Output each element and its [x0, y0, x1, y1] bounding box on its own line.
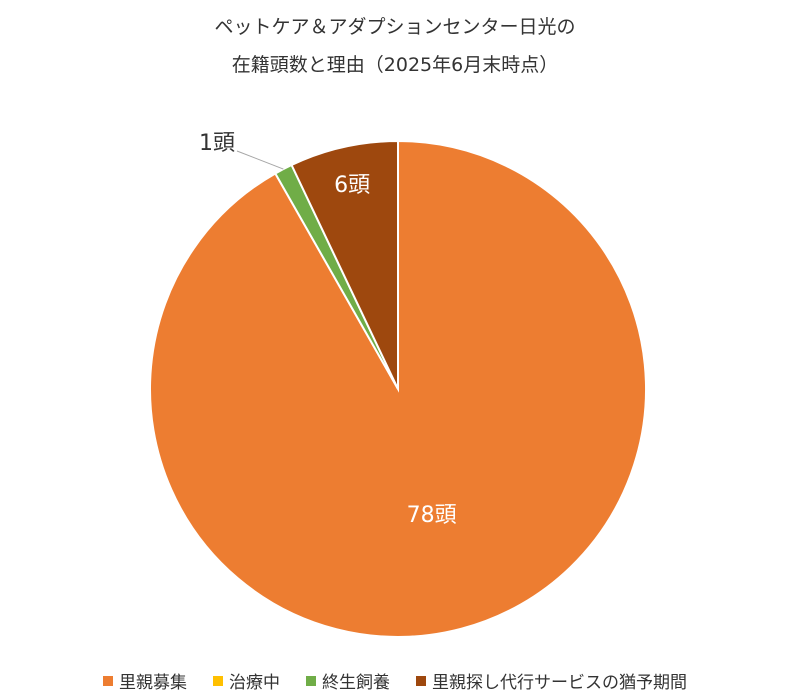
legend: 里親募集 治療中 終生飼養 里親探し代行サービスの猶予期間	[0, 668, 790, 693]
legend-label-daiko: 里親探し代行サービスの猶予期間	[432, 673, 687, 693]
legend-item-chiryo: 治療中	[213, 668, 280, 693]
legend-item-shusei: 終生飼養	[306, 668, 390, 693]
legend-swatch-satooya	[103, 675, 113, 686]
data-label-daiko: 6頭	[334, 173, 370, 198]
legend-item-daiko: 里親探し代行サービスの猶予期間	[416, 668, 687, 693]
pie-slice-satooya	[149, 139, 647, 638]
legend-swatch-daiko	[416, 675, 426, 686]
legend-swatch-shusei	[306, 675, 316, 686]
data-label-satooya: 78頭	[407, 503, 457, 528]
legend-label-shusei: 終生飼養	[322, 673, 390, 693]
chart-title: ペットケア＆アダプションセンター日光の 在籍頭数と理由（2025年6月末時点）	[0, 8, 790, 84]
chart-title-line-1: ペットケア＆アダプションセンター日光の	[214, 16, 576, 38]
chart-title-line-2: 在籍頭数と理由（2025年6月末時点）	[231, 54, 559, 76]
pie-slice-daiko	[290, 139, 399, 390]
data-label-shusei: 1頭	[199, 131, 235, 156]
legend-label-satooya: 里親募集	[119, 673, 187, 693]
legend-item-satooya: 里親募集	[103, 668, 187, 693]
legend-label-chiryo: 治療中	[229, 673, 280, 693]
leader-line-shusei	[236, 150, 284, 170]
legend-swatch-chiryo	[213, 675, 223, 686]
